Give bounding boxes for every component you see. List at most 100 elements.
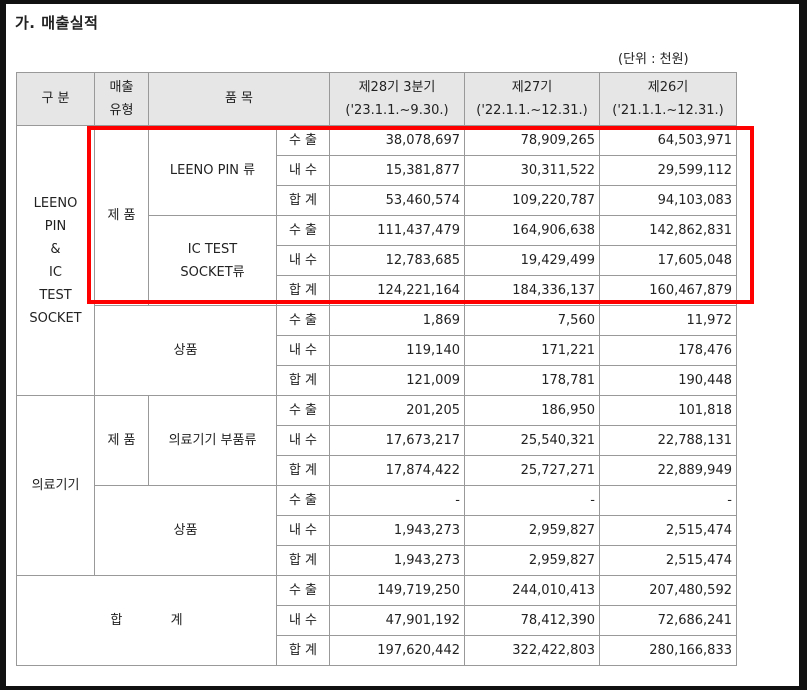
cell-value: 38,078,697 xyxy=(329,125,465,156)
header-period-27-title: 제27기 xyxy=(511,80,553,95)
cell-value: - xyxy=(464,485,600,516)
cell-value: 207,480,592 xyxy=(599,575,737,606)
cell-value: 2,959,827 xyxy=(464,545,600,576)
cell-value: 1,869 xyxy=(329,305,465,336)
category-leeno-line: & xyxy=(50,241,61,257)
row-label-export: 수 출 xyxy=(276,485,330,516)
cell-value: 244,010,413 xyxy=(464,575,600,606)
cell-value: 184,336,137 xyxy=(464,275,600,306)
sales-table: 구 분 매출 유형 품 목 제28기 3분기 ('23.1.1.~9.30.) … xyxy=(16,72,737,666)
cell-value: 53,460,574 xyxy=(329,185,465,216)
item-ic-test-socket: IC TEST SOCKET류 xyxy=(148,215,277,306)
cell-value: 121,009 xyxy=(329,365,465,396)
row-label-sum: 합 계 xyxy=(276,455,330,486)
category-leeno-line: PIN xyxy=(44,218,67,234)
header-sales-type-line2: 유형 xyxy=(109,103,134,118)
cell-value: 22,788,131 xyxy=(599,425,737,456)
table-row: 합 계 121,009 178,781 190,448 xyxy=(17,365,737,396)
category-medical: 의료기기 xyxy=(16,395,95,576)
header-category: 구 분 xyxy=(16,72,95,126)
row-label-export: 수 출 xyxy=(276,125,330,156)
cell-value: 164,906,638 xyxy=(464,215,600,246)
cell-value: 94,103,083 xyxy=(599,185,737,216)
row-label-export: 수 출 xyxy=(276,215,330,246)
table-row: 합 계 1,943,273 2,959,827 2,515,474 xyxy=(17,545,737,576)
row-label-sum: 합 계 xyxy=(276,545,330,576)
item-leeno-pin: LEENO PIN 류 xyxy=(148,125,277,216)
cell-value: 72,686,241 xyxy=(599,605,737,636)
row-label-export: 수 출 xyxy=(276,575,330,606)
header-period-27-range: ('22.1.1.~12.31.) xyxy=(476,103,588,118)
section-title: 가. 매출실적 xyxy=(15,14,99,32)
category-leeno-line: IC xyxy=(49,264,62,280)
table-row: 내 수 15,381,877 30,311,522 29,599,112 xyxy=(17,155,737,186)
cell-value: 142,862,831 xyxy=(599,215,737,246)
cell-value: 1,943,273 xyxy=(329,515,465,546)
cell-value: 149,719,250 xyxy=(329,575,465,606)
cell-value: 17,673,217 xyxy=(329,425,465,456)
sales-type-product: 제 품 xyxy=(94,125,149,306)
cell-value: 25,540,321 xyxy=(464,425,600,456)
cell-value: - xyxy=(599,485,737,516)
cell-value: 11,972 xyxy=(599,305,737,336)
grand-total-label-part2: 계 xyxy=(170,612,183,628)
header-period-26: 제26기 ('21.1.1.~12.31.) xyxy=(599,72,737,126)
header-period-28q3: 제28기 3분기 ('23.1.1.~9.30.) xyxy=(329,72,465,126)
row-label-sum: 합 계 xyxy=(276,275,330,306)
cell-value: 160,467,879 xyxy=(599,275,737,306)
row-label-sum: 합 계 xyxy=(276,185,330,216)
item-ic-test-line1: IC TEST xyxy=(187,241,238,257)
item-medical-parts: 의료기기 부품류 xyxy=(148,395,277,486)
cell-value: 30,311,522 xyxy=(464,155,600,186)
table-row: 합 계 수 출 149,719,250 244,010,413 207,480,… xyxy=(16,575,737,666)
row-label-domestic: 내 수 xyxy=(276,425,330,456)
cell-value: 17,605,048 xyxy=(599,245,737,276)
header-item: 품 목 xyxy=(148,72,330,126)
cell-value: 17,874,422 xyxy=(329,455,465,486)
cell-value: 124,221,164 xyxy=(329,275,465,306)
cell-value: 7,560 xyxy=(464,305,600,336)
table-row: 의료기기 제 품 의료기기 부품류 수 출 201,205 186,950 10… xyxy=(16,395,737,576)
grand-total-label-part1: 합 xyxy=(110,612,123,628)
header-period-26-range: ('21.1.1.~12.31.) xyxy=(612,103,724,118)
cell-value: 64,503,971 xyxy=(599,125,737,156)
cell-value: - xyxy=(329,485,465,516)
cell-value: 197,620,442 xyxy=(329,635,465,666)
cell-value: 2,515,474 xyxy=(599,545,737,576)
cell-value: 119,140 xyxy=(329,335,465,366)
header-period-28q3-range: ('23.1.1.~9.30.) xyxy=(345,103,449,118)
grand-total-label: 합 계 xyxy=(16,575,277,666)
table-header-row: 구 분 매출 유형 품 목 제28기 3분기 ('23.1.1.~9.30.) … xyxy=(16,72,737,126)
cell-value: 22,889,949 xyxy=(599,455,737,486)
sales-type-merch: 상품 xyxy=(94,305,277,396)
row-label-domestic: 내 수 xyxy=(276,605,330,636)
row-label-export: 수 출 xyxy=(276,395,330,426)
cell-value: 29,599,112 xyxy=(599,155,737,186)
row-label-export: 수 출 xyxy=(276,305,330,336)
sales-type-product: 제 품 xyxy=(94,395,149,486)
table-row: 합 계 197,620,442 322,422,803 280,166,833 xyxy=(17,635,737,666)
table-row: 상품 수 출 1,869 7,560 11,972 xyxy=(17,305,737,396)
cell-value: 178,476 xyxy=(599,335,737,366)
cell-value: 1,943,273 xyxy=(329,545,465,576)
unit-note: (단위 : 천원) xyxy=(618,52,689,67)
cell-value: 109,220,787 xyxy=(464,185,600,216)
table-row: LEENO PIN & IC TEST SOCKET 제 품 LEENO PIN… xyxy=(16,125,737,396)
cell-value: 101,818 xyxy=(599,395,737,426)
cell-value: 322,422,803 xyxy=(464,635,600,666)
row-label-domestic: 내 수 xyxy=(276,245,330,276)
row-label-domestic: 내 수 xyxy=(276,155,330,186)
cell-value: 12,783,685 xyxy=(329,245,465,276)
table-row: 상품 수 출 - - - xyxy=(17,485,737,576)
table-row: 합 계 53,460,574 109,220,787 94,103,083 xyxy=(17,185,737,216)
cell-value: 2,959,827 xyxy=(464,515,600,546)
cell-value: 78,412,390 xyxy=(464,605,600,636)
cell-value: 186,950 xyxy=(464,395,600,426)
row-label-sum: 합 계 xyxy=(276,365,330,396)
row-label-domestic: 내 수 xyxy=(276,335,330,366)
row-label-sum: 합 계 xyxy=(276,635,330,666)
cell-value: 2,515,474 xyxy=(599,515,737,546)
document-frame: 가. 매출실적 (단위 : 천원) 구 분 매출 유형 품 목 제28기 3분기… xyxy=(6,4,799,686)
table-row: 합 계 17,874,422 25,727,271 22,889,949 xyxy=(17,455,737,486)
table-row: 내 수 47,901,192 78,412,390 72,686,241 xyxy=(17,605,737,636)
